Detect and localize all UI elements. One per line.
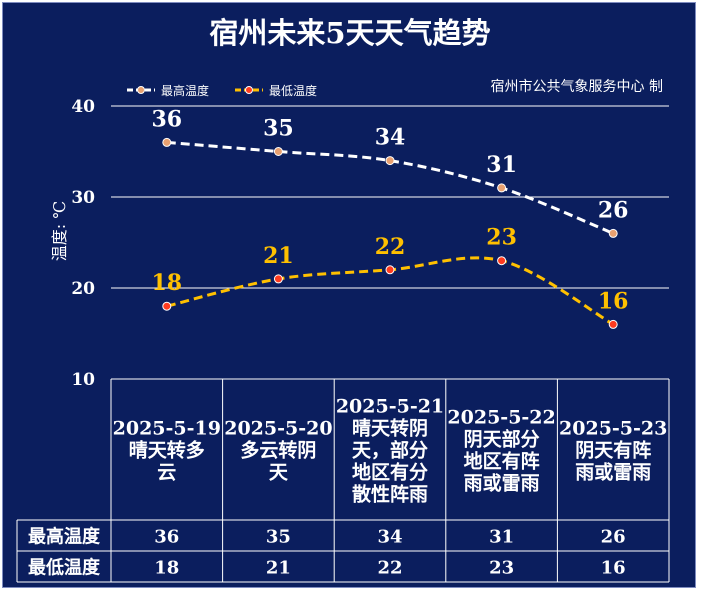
table-cell: 31 xyxy=(489,527,514,548)
x-category-label: 2025-5-21 晴天转阴天，部分地区有分散性阵雨 xyxy=(336,396,444,506)
data-label: 23 xyxy=(486,225,517,251)
y-tick-label: 20 xyxy=(71,279,95,299)
table-cell: 35 xyxy=(266,527,291,548)
table-cell: 36 xyxy=(154,527,179,548)
table-cell: 23 xyxy=(489,558,514,579)
legend: 最高温度 最低温度 xyxy=(127,83,317,98)
table-cell: 18 xyxy=(154,558,179,579)
x-category-label: 2025-5-22 阴天部分地区有阵雨或雷雨 xyxy=(447,407,555,495)
data-point xyxy=(273,147,283,156)
table-row-label: 最高温度 xyxy=(28,526,101,548)
data-point xyxy=(497,256,507,266)
x-category-label: 2025-5-23 阴天有阵雨或雷雨 xyxy=(559,418,667,484)
series-line xyxy=(166,140,614,235)
data-point xyxy=(497,183,507,193)
data-point xyxy=(273,274,283,284)
data-label: 31 xyxy=(486,152,517,178)
data-label: 35 xyxy=(263,116,294,142)
chart-svg: 宿州未来5天天气趋势 宿州市公共气象服务中心 制 最高温度 最低温度 温度: ℃ … xyxy=(16,16,670,583)
legend-item: 最高温度 xyxy=(127,83,209,98)
y-tick-label: 40 xyxy=(71,97,95,117)
x-category-label: 2025-5-19 晴天转多云 xyxy=(113,418,221,484)
data-point xyxy=(385,156,395,166)
legend-marker xyxy=(137,86,145,94)
legend-label: 最高温度 xyxy=(161,83,209,98)
data-point xyxy=(385,265,395,275)
table-row-label: 最低温度 xyxy=(28,557,101,579)
y-tick-label: 10 xyxy=(71,370,95,390)
chart-title: 宿州未来5天天气趋势 xyxy=(209,16,490,50)
data-point xyxy=(608,319,618,329)
table-cell: 26 xyxy=(601,527,626,548)
credit-text: 宿州市公共气象服务中心 制 xyxy=(491,78,663,95)
table-cell: 22 xyxy=(377,558,402,579)
x-category-label: 2025-5-20 多云转阴天 xyxy=(224,418,332,484)
data-label: 26 xyxy=(598,197,629,223)
data-point xyxy=(162,301,172,311)
data-label: 18 xyxy=(151,270,182,296)
legend-marker xyxy=(245,86,253,94)
chart-frame: 宿州未来5天天气趋势 宿州市公共气象服务中心 制 最高温度 最低温度 温度: ℃ … xyxy=(2,2,696,588)
data-label: 36 xyxy=(151,106,182,132)
table-cell: 21 xyxy=(266,558,291,579)
y-tick-label: 30 xyxy=(71,188,95,208)
y-axis-title: 温度: ℃ xyxy=(50,201,69,261)
data-label: 34 xyxy=(375,125,406,151)
data-label: 16 xyxy=(598,288,629,314)
legend-item: 最低温度 xyxy=(235,83,317,98)
legend-label: 最低温度 xyxy=(269,83,317,98)
data-label: 22 xyxy=(375,234,406,260)
table-cell: 16 xyxy=(601,558,626,579)
data-label: 21 xyxy=(263,243,294,269)
table-cell: 34 xyxy=(377,527,402,548)
data-point xyxy=(608,228,618,238)
data-point xyxy=(162,137,172,147)
